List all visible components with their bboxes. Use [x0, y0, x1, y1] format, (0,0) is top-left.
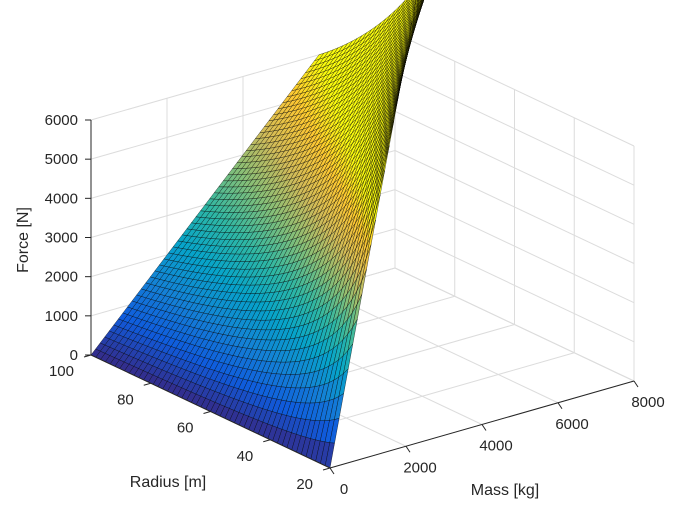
surface-cell [422, 0, 425, 3]
y-tick-label: 40 [237, 448, 254, 465]
y-tick-mark [322, 467, 331, 471]
y-tick-mark [203, 411, 211, 414]
y-tick-label: 20 [296, 476, 313, 493]
x-tick-mark [557, 402, 563, 410]
x-tick-mark [405, 445, 411, 453]
y-tick-mark [143, 382, 151, 386]
x-tick-label: 8000 [631, 394, 664, 411]
z-tick-label: 1000 [45, 308, 78, 325]
surface-cell [423, 0, 425, 2]
x-tick-mark [481, 424, 487, 431]
grid-line-side-force [394, 110, 635, 225]
z-tick-label: 0 [70, 347, 78, 364]
y-tick-label: 100 [49, 363, 74, 380]
y-tick-label: 60 [177, 420, 194, 437]
tick-labels: 0200040006000800020406080100010002000300… [45, 112, 665, 498]
z-tick-label: 3000 [45, 230, 78, 247]
z-axis-label: Force [N] [15, 207, 32, 273]
grid-line-side-force [394, 189, 635, 304]
x-tick-label: 6000 [555, 416, 588, 433]
z-tick-label: 6000 [45, 112, 78, 129]
z-tick-label: 4000 [45, 190, 78, 207]
grid-line-side-force [394, 32, 635, 147]
y-axis-label: Radius [m] [130, 474, 206, 491]
axes [83, 119, 639, 475]
surface [90, 0, 425, 469]
y-tick-label: 80 [117, 391, 134, 408]
grid-line-side-force [394, 150, 635, 264]
surface-cell [422, 0, 424, 3]
x-axis-label: Mass [kg] [471, 482, 539, 499]
grid-line-side-force [394, 228, 635, 343]
grid-line-side-force [394, 71, 635, 186]
z-tick-label: 5000 [45, 151, 78, 168]
x-tick-label: 0 [340, 481, 348, 498]
y-tick-mark [263, 439, 271, 443]
x-tick-label: 4000 [479, 438, 512, 455]
surface-cell [422, 0, 425, 3]
z-tick-label: 2000 [45, 269, 78, 286]
x-tick-mark [633, 380, 639, 388]
x-tick-label: 2000 [403, 459, 436, 476]
x-tick-mark [329, 467, 335, 475]
